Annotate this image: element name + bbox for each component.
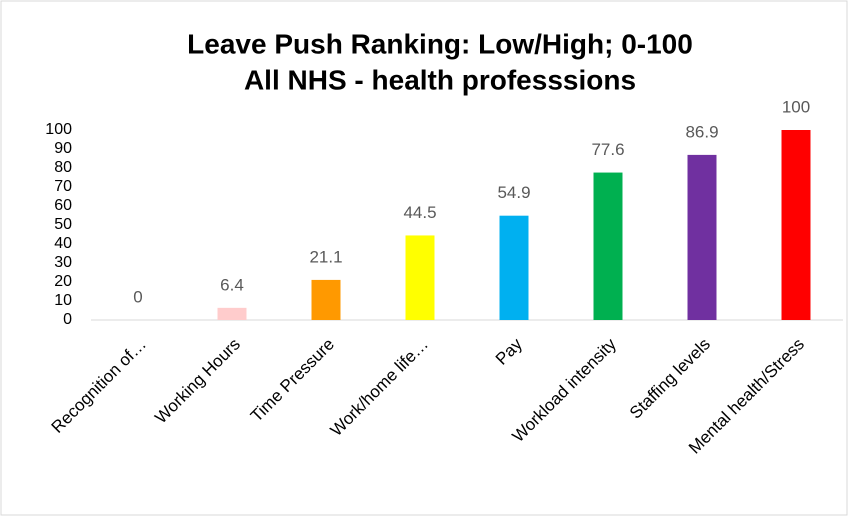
y-tick-label: 70 [54,178,72,195]
y-tick-label: 100 [45,121,72,138]
bar [781,130,811,320]
bar [311,279,341,320]
y-tick-label: 80 [54,159,72,176]
data-label: 100 [782,97,810,116]
y-tick-label: 90 [54,140,72,157]
data-label: 86.9 [685,122,718,141]
bar [593,172,623,320]
data-label: 21.1 [309,247,342,266]
data-label: 6.4 [220,275,244,294]
y-tick-label: 10 [54,292,72,309]
bar [687,154,717,320]
y-tick-label: 60 [54,197,72,214]
data-label: 54.9 [497,183,530,202]
y-tick-label: 40 [54,235,72,252]
bar [217,307,247,320]
chart-title: All NHS - health professsions [244,64,636,95]
bar [405,235,435,320]
y-tick-label: 50 [54,216,72,233]
y-tick-label: 20 [54,273,72,290]
y-tick-label: 30 [54,254,72,271]
y-tick-label: 0 [63,311,72,328]
data-label: 0 [133,287,142,306]
bar [499,215,529,320]
data-label: 77.6 [591,140,624,159]
chart-title: Leave Push Ranking: Low/High; 0-100 [187,28,693,59]
data-label: 44.5 [403,203,436,222]
